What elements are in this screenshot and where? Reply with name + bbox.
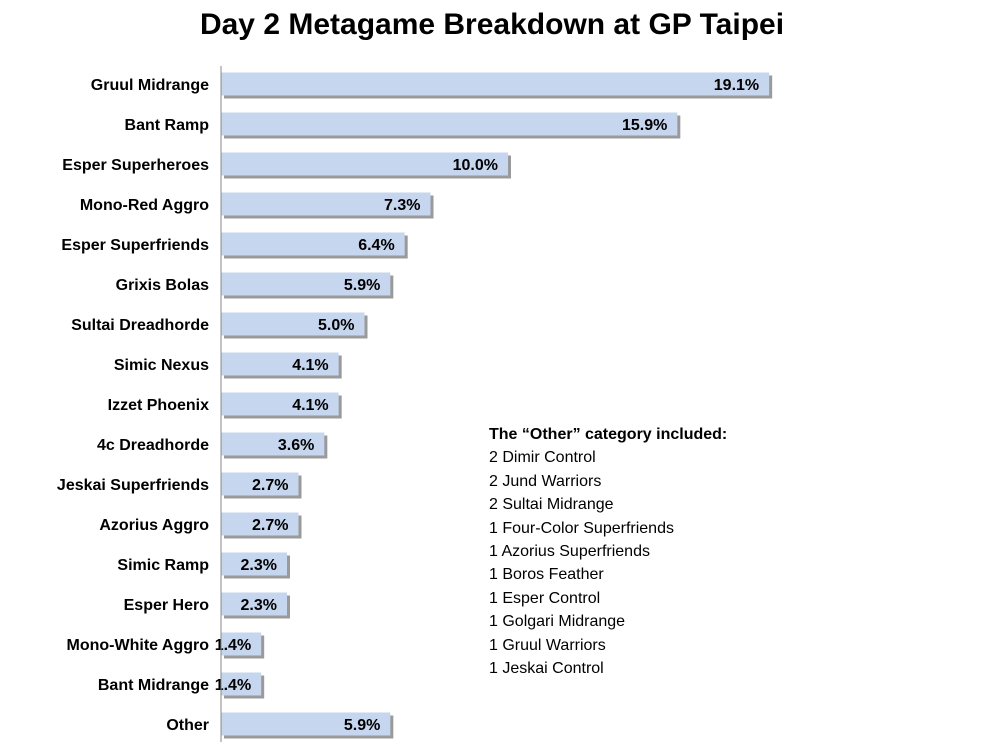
- category-label: Bant Ramp: [125, 117, 210, 134]
- bar: [221, 112, 678, 136]
- category-label: Mono-Red Aggro: [80, 197, 209, 214]
- data-label: 3.6%: [278, 437, 314, 454]
- bar: [221, 312, 365, 336]
- data-label: 2.7%: [252, 477, 288, 494]
- data-label: 1.4%: [215, 637, 251, 654]
- notes-item: 1 Azorius Superfriends: [489, 543, 650, 561]
- chart-title: Day 2 Metagame Breakdown at GP Taipei: [200, 8, 784, 41]
- notes-item: 2 Jund Warriors: [489, 472, 602, 490]
- notes-heading: The “Other” category included:: [489, 426, 728, 443]
- category-label: Esper Hero: [124, 597, 210, 614]
- data-label: 5.9%: [344, 277, 380, 294]
- data-label: 4.1%: [292, 357, 328, 374]
- bar: [221, 512, 299, 536]
- bar: [221, 592, 288, 616]
- bar: [221, 672, 262, 696]
- notes-item: 1 Gruul Warriors: [489, 636, 606, 654]
- bar: [221, 712, 391, 736]
- bar: [221, 632, 262, 656]
- category-label: Other: [166, 717, 209, 734]
- notes-list: 2 Dimir Control 2 Jund Warriors 2 Sultai…: [489, 446, 809, 680]
- bars-layer: Gruul Midrange 19.1% Bant Ramp 15.9% Esper S…: [57, 72, 773, 739]
- bar: [221, 232, 405, 256]
- notes-item: 1 Four-Color Superfriends: [489, 519, 674, 537]
- category-label: Esper Superheroes: [62, 157, 209, 174]
- bar: [221, 432, 325, 456]
- data-label: 2.3%: [241, 557, 277, 574]
- category-label: Mono-White Aggro: [67, 637, 210, 654]
- notes-item: 1 Golgari Midrange: [489, 613, 626, 631]
- other-category-notes: The “Other” category included: 2 Dimir C…: [489, 423, 809, 680]
- bar: [221, 72, 770, 96]
- category-label: Sultai Dreadhorde: [71, 317, 209, 334]
- data-label: 19.1%: [714, 77, 759, 94]
- data-label: 1.4%: [215, 677, 251, 694]
- data-label: 7.3%: [384, 197, 420, 214]
- bar: [221, 552, 288, 576]
- category-label: Esper Superfriends: [61, 237, 209, 254]
- category-label: Gruul Midrange: [91, 77, 209, 94]
- data-label: 6.4%: [358, 237, 394, 254]
- data-label: 5.0%: [318, 317, 354, 334]
- notes-item: 1 Jeskai Control: [489, 660, 604, 678]
- category-label: Azorius Aggro: [99, 517, 209, 534]
- bar: [221, 192, 431, 216]
- bar: [221, 272, 391, 296]
- bar: [221, 152, 508, 176]
- category-label: Grixis Bolas: [116, 277, 209, 294]
- category-label: Simic Ramp: [117, 557, 209, 574]
- data-label: 15.9%: [622, 117, 667, 134]
- notes-item: 1 Boros Feather: [489, 566, 604, 584]
- data-label: 2.3%: [241, 597, 277, 614]
- notes-item: 1 Esper Control: [489, 589, 601, 607]
- category-label: Simic Nexus: [114, 357, 209, 374]
- category-label: Bant Midrange: [98, 677, 209, 694]
- bar: [221, 392, 339, 416]
- notes-item: 2 Sultai Midrange: [489, 496, 614, 514]
- category-label: Jeskai Superfriends: [57, 477, 209, 494]
- notes-item: 2 Dimir Control: [489, 449, 596, 467]
- category-label: Izzet Phoenix: [108, 397, 209, 414]
- data-label: 4.1%: [292, 397, 328, 414]
- data-label: 10.0%: [453, 157, 498, 174]
- category-label: 4c Dreadhorde: [97, 437, 209, 454]
- bar: [221, 352, 339, 376]
- data-label: 5.9%: [344, 717, 380, 734]
- bar: [221, 472, 299, 496]
- data-label: 2.7%: [252, 517, 288, 534]
